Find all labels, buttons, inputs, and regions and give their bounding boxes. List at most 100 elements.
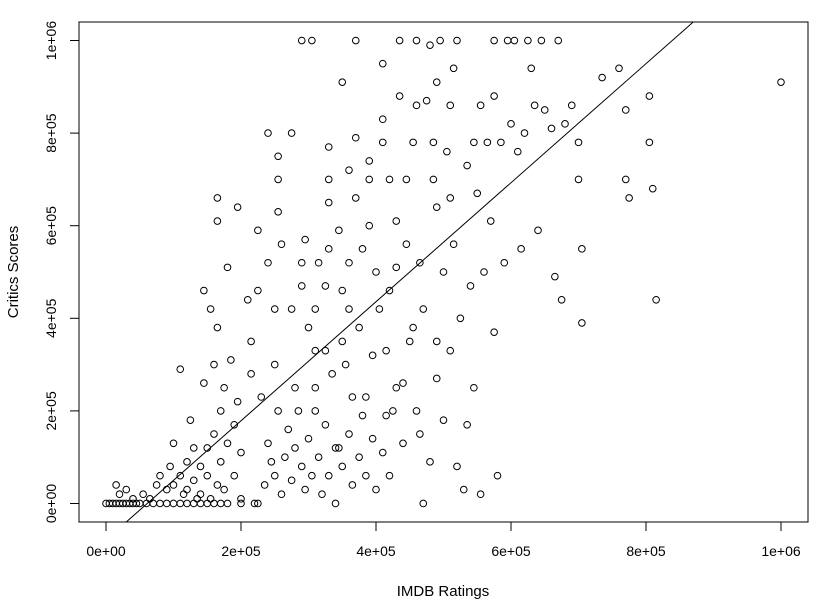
x-tick-label: 8e+05 — [626, 543, 666, 559]
data-point — [156, 471, 164, 480]
data-point — [449, 240, 458, 249]
data-point — [264, 129, 272, 137]
data-point — [409, 138, 417, 147]
data-point — [254, 226, 262, 235]
data-point — [274, 208, 282, 216]
data-point — [540, 106, 549, 114]
data-point — [203, 499, 212, 508]
data-point — [449, 64, 458, 73]
data-point — [486, 217, 495, 225]
data-point — [311, 407, 320, 415]
data-point — [412, 36, 421, 45]
data-point — [382, 346, 390, 355]
data-point — [351, 194, 360, 202]
data-point — [483, 138, 492, 147]
plot-frame — [78, 21, 809, 523]
data-point — [432, 374, 441, 383]
data-point — [324, 198, 333, 207]
data-point — [645, 138, 654, 147]
data-point — [405, 337, 414, 346]
data-point — [368, 434, 377, 443]
x-axis: 0e+00 2e+05 4e+05 6e+05 8e+05 1e+06 — [86, 521, 801, 559]
data-point — [162, 485, 171, 494]
data-point — [490, 36, 498, 45]
data-point — [378, 115, 387, 124]
data-point — [260, 481, 269, 489]
data-point — [115, 490, 124, 499]
y-tick-label: 8e+05 — [43, 113, 59, 153]
data-point — [341, 360, 350, 369]
data-point — [277, 490, 286, 499]
data-point — [335, 226, 343, 235]
data-point — [311, 346, 320, 355]
data-point — [567, 101, 576, 110]
data-point — [412, 101, 421, 110]
data-point — [554, 36, 563, 45]
data-point — [402, 175, 411, 184]
data-point — [189, 499, 198, 508]
data-point — [297, 462, 306, 471]
data-point — [294, 407, 303, 415]
data-point — [392, 263, 401, 272]
data-point — [351, 36, 360, 45]
data-point — [216, 407, 225, 415]
data-point — [210, 360, 218, 369]
regression-line — [125, 21, 694, 523]
data-point — [206, 495, 215, 503]
x-tick-label: 0e+00 — [86, 543, 126, 559]
data-point — [362, 471, 370, 480]
data-point — [152, 481, 161, 489]
data-point — [578, 319, 586, 327]
data-point — [237, 499, 245, 508]
data-point — [547, 124, 556, 133]
data-point — [470, 138, 478, 147]
data-point — [308, 36, 316, 45]
data-point — [345, 166, 353, 174]
data-point — [389, 407, 397, 415]
data-point — [233, 203, 242, 211]
data-point — [530, 101, 539, 110]
data-point — [439, 268, 448, 276]
data-point — [149, 499, 158, 508]
data-point — [250, 499, 259, 508]
data-point — [365, 157, 374, 165]
data-point — [527, 64, 536, 73]
y-tick-label: 0e+00 — [43, 484, 59, 524]
data-point — [574, 138, 583, 147]
data-point — [358, 411, 367, 420]
data-point — [213, 194, 222, 202]
data-point — [368, 351, 377, 360]
data-point — [358, 245, 367, 253]
data-point — [395, 36, 404, 45]
data-point — [223, 439, 232, 448]
data-point — [237, 448, 245, 457]
data-point — [497, 138, 505, 147]
data-point — [524, 36, 532, 45]
data-point — [436, 36, 444, 45]
data-point — [416, 258, 424, 267]
data-point — [213, 481, 222, 489]
data-point — [338, 286, 347, 295]
data-point — [338, 337, 347, 346]
data-point — [362, 393, 370, 401]
data-point — [176, 365, 185, 374]
data-point — [223, 499, 232, 508]
data-point — [645, 92, 654, 100]
data-point — [270, 471, 279, 480]
data-point — [297, 258, 306, 267]
data-point — [419, 499, 428, 508]
data-point — [378, 59, 387, 68]
data-point — [355, 453, 363, 461]
data-point — [162, 499, 171, 508]
data-point — [200, 286, 208, 295]
data-point — [416, 430, 424, 438]
data-point — [453, 462, 461, 471]
data-point — [652, 295, 660, 304]
data-point — [432, 78, 441, 86]
data-point — [578, 245, 586, 253]
data-point — [503, 36, 512, 45]
data-point — [426, 458, 434, 466]
data-point — [243, 295, 252, 304]
data-point — [375, 305, 384, 313]
data-point — [308, 471, 316, 480]
